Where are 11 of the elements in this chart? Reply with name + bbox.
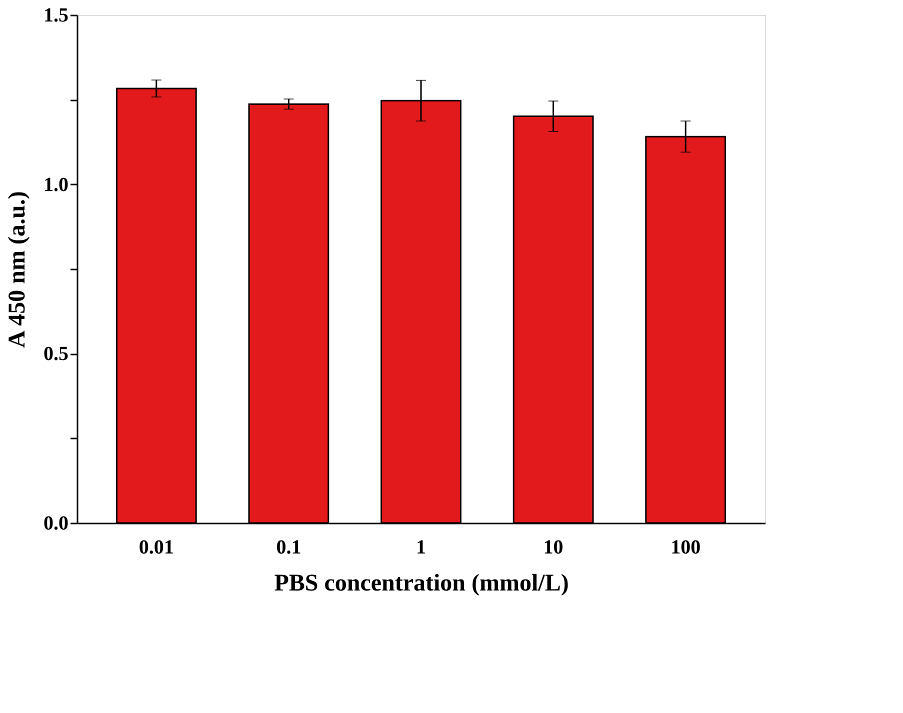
y-tick-label: 0.0 [44,512,68,534]
y-tick-label: 1.0 [44,174,68,196]
x-tick-label: 100 [670,536,701,558]
x-tick-label: 0.1 [276,536,302,558]
x-tick-label: 0.01 [138,536,174,558]
y-axis-title: A 450 nm (a.u.) [4,191,30,348]
x-axis-title: PBS concentration (mmol/L) [274,570,569,596]
x-tick-label: 10 [543,536,564,558]
y-tick-label: 1.5 [44,4,68,26]
y-tick-label: 0.5 [44,343,68,366]
x-tick-label: 1 [416,536,426,558]
